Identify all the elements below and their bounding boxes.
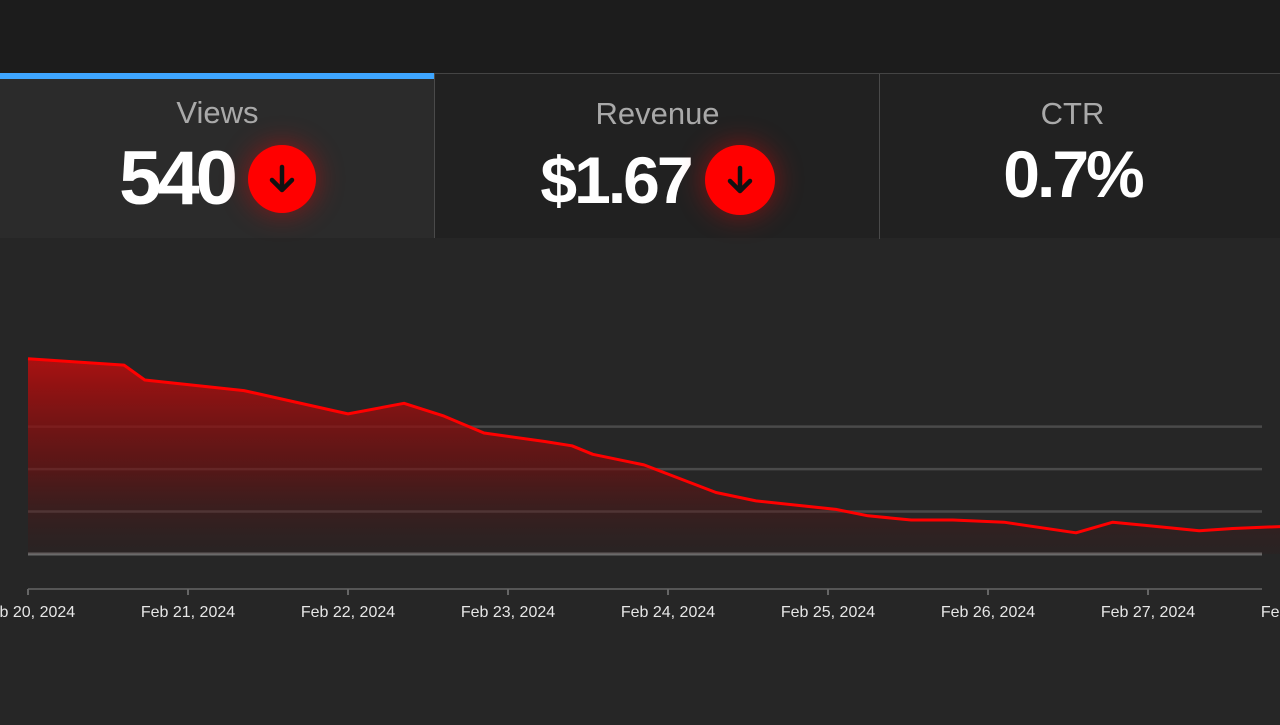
x-tick-label: Feb 26, 2024 bbox=[941, 604, 1035, 621]
arrow-down-icon bbox=[704, 145, 775, 215]
active-tab-indicator bbox=[0, 73, 435, 79]
x-tick-label: Feb 25, 2024 bbox=[781, 604, 875, 621]
tab-views-value-row: 540 bbox=[0, 137, 435, 221]
tab-revenue[interactable]: Revenue $1.67 bbox=[435, 73, 880, 239]
tab-revenue-value-row: $1.67 bbox=[435, 138, 880, 222]
tab-views-label: Views bbox=[176, 95, 259, 130]
x-tick-label: Feb 20, 2024 bbox=[0, 604, 75, 621]
x-tick-label: Feb 23, 2024 bbox=[461, 604, 555, 621]
revenue-value: $1.67 bbox=[540, 143, 693, 217]
tab-views[interactable]: Views 540 bbox=[0, 73, 435, 238]
metric-tabs: Views 540 Revenue $1.67 CTR bbox=[0, 73, 1280, 239]
series-area bbox=[28, 358, 1280, 554]
arrow-down-icon bbox=[247, 145, 316, 213]
x-tick-label: Feb 27, 2024 bbox=[1101, 604, 1195, 621]
views-chart: Feb 20, 2024 Feb 21, 2024 Feb 22, 2024 Feb … bbox=[0, 238, 1280, 720]
views-chart-svg: Feb 20, 2024 Feb 21, 2024 Feb 22, 2024 Feb … bbox=[0, 357, 1280, 621]
top-bar bbox=[0, 0, 1280, 73]
views-value: 540 bbox=[119, 136, 238, 221]
x-tick-label: Feb 22, 2024 bbox=[301, 604, 395, 621]
x-tick-label: Feb 21, 2024 bbox=[141, 604, 235, 621]
tab-divider bbox=[434, 73, 435, 238]
tab-ctr-value-row: 0.7% bbox=[865, 132, 1280, 216]
tab-revenue-label: Revenue bbox=[595, 96, 720, 131]
ctr-value: 0.7% bbox=[1003, 137, 1144, 211]
tab-divider bbox=[879, 74, 880, 239]
series-line bbox=[27, 357, 1280, 535]
x-tick-label: Feb 28, 2024 bbox=[1261, 604, 1280, 621]
tab-ctr[interactable]: CTR 0.7% bbox=[880, 73, 1280, 238]
x-tick-label: Feb 24, 2024 bbox=[621, 604, 715, 621]
tab-ctr-label: CTR bbox=[1040, 96, 1105, 131]
